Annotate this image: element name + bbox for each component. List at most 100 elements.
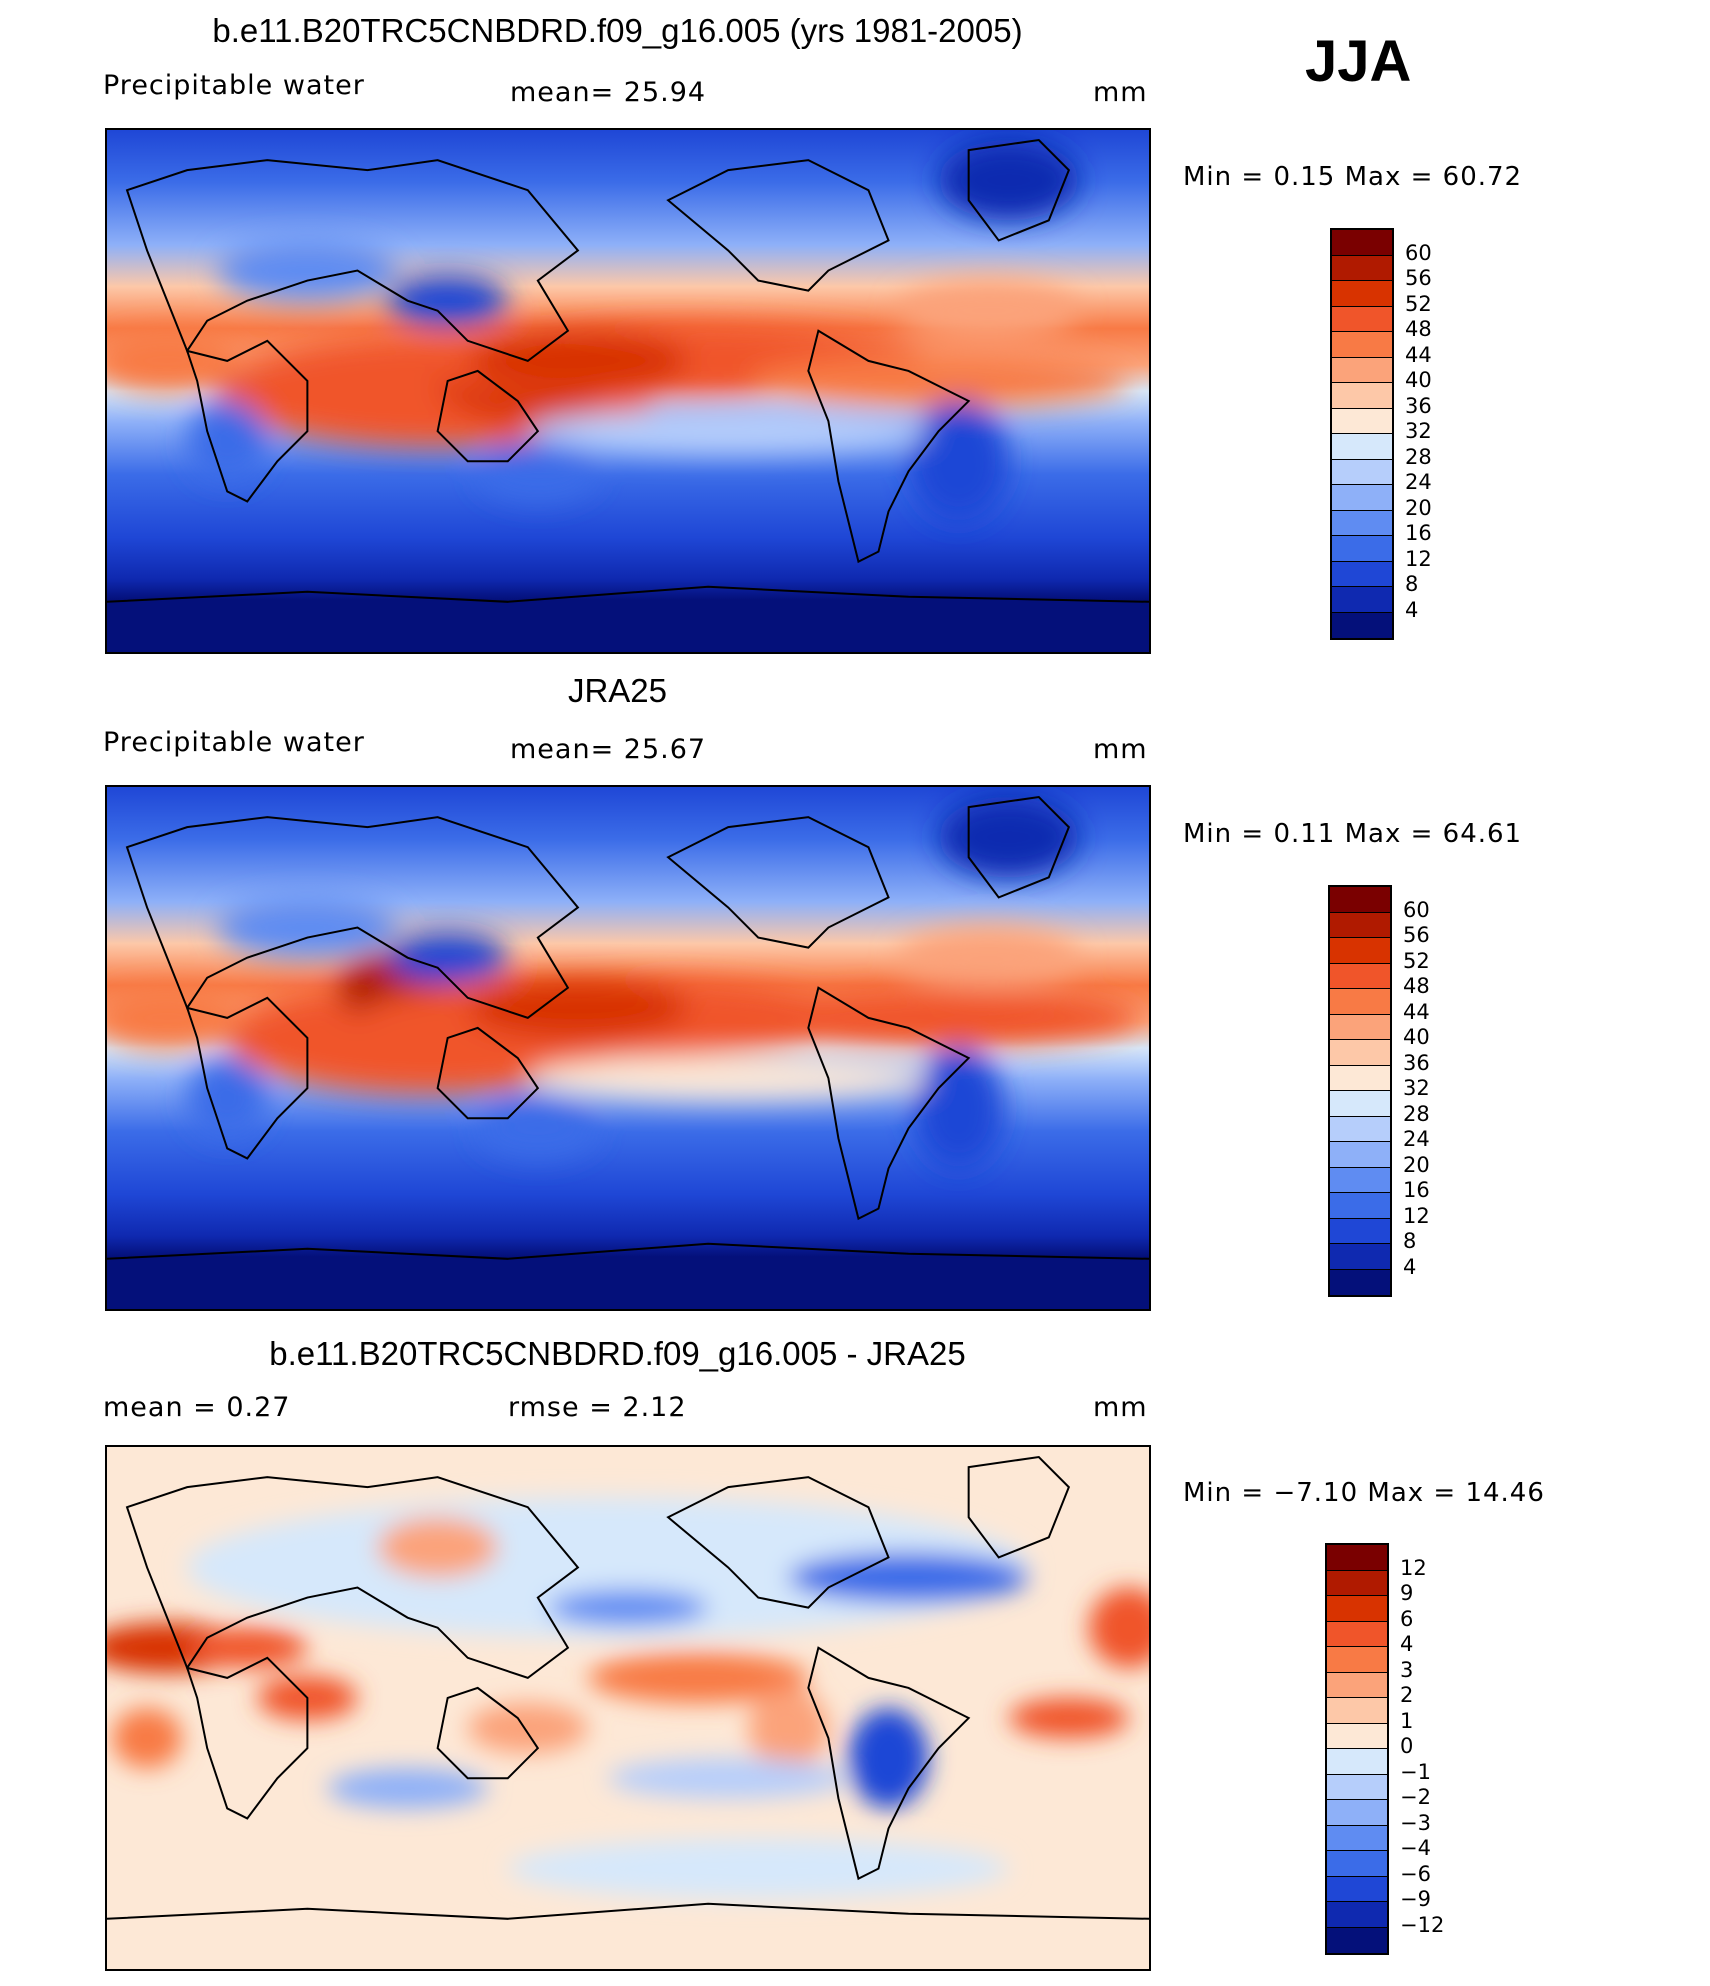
- panel3-mean-label: mean = 0.27: [103, 1392, 291, 1423]
- colorbar-segment: [1327, 1825, 1387, 1851]
- colorbar-tick-label: 56: [1405, 266, 1432, 290]
- colorbar-tick-label: 4: [1400, 1632, 1414, 1656]
- colorbar-segment: [1330, 912, 1390, 938]
- colorbar-tick-label: −3: [1400, 1810, 1431, 1835]
- panel2-title: JRA25: [567, 672, 668, 709]
- colorbar-tick-label: 12: [1403, 1203, 1430, 1228]
- colorbar-tick-label: 4: [1405, 597, 1419, 622]
- colorbar-segment: [1332, 281, 1392, 307]
- panel2-map: [105, 785, 1151, 1311]
- panel1-mean-label: mean= 25.94: [510, 77, 707, 108]
- colorbar-tick-label: 6: [1400, 1606, 1414, 1631]
- colorbar-segment: [1327, 1570, 1387, 1596]
- colorbar-tick-label: 44: [1405, 342, 1432, 367]
- colorbar-segment: [1332, 485, 1392, 511]
- colorbar-tick-label: 2: [1400, 1683, 1414, 1707]
- colorbar-segment: [1327, 1723, 1387, 1749]
- colorbar-tick-label: 40: [1405, 368, 1432, 392]
- colorbar-tick-label: 56: [1403, 923, 1430, 947]
- colorbar-tick-label: 3: [1400, 1657, 1414, 1682]
- panel2-units-label: mm: [1093, 734, 1148, 765]
- colorbar-segment: [1330, 887, 1390, 913]
- colorbar-segment: [1332, 612, 1392, 638]
- colorbar-segment: [1327, 1876, 1387, 1902]
- colorbar-segment: [1330, 938, 1390, 964]
- colorbar-tick-label: 40: [1403, 1025, 1430, 1049]
- colorbar-segment: [1332, 306, 1392, 332]
- colorbar-segment: [1332, 332, 1392, 358]
- colorbar-tick-label: 36: [1405, 393, 1432, 418]
- colorbar-tick-label: −6: [1400, 1861, 1431, 1886]
- colorbar-segment: [1332, 230, 1392, 256]
- colorbar-segment: [1332, 255, 1392, 281]
- colorbar-segment: [1332, 434, 1392, 460]
- colorbar-tick-label: 9: [1400, 1581, 1414, 1605]
- colorbar-segment: [1332, 561, 1392, 587]
- colorbar-tick-label: 48: [1405, 317, 1432, 341]
- panel3-units-label: mm: [1093, 1392, 1148, 1423]
- colorbar-tick-label: −4: [1400, 1836, 1431, 1860]
- panel1-colorbar: [1330, 228, 1394, 640]
- colorbar-segment: [1330, 1091, 1390, 1117]
- colorbar-tick-label: 1: [1400, 1708, 1414, 1733]
- panel3-minmax: Min = −7.10 Max = 14.46: [1183, 1478, 1545, 1508]
- colorbar-segment: [1330, 1065, 1390, 1091]
- panel1-contour-map: [107, 130, 1149, 652]
- colorbar-segment: [1332, 408, 1392, 434]
- colorbar-segment: [1332, 587, 1392, 613]
- colorbar-segment: [1330, 1244, 1390, 1270]
- colorbar-segment: [1332, 459, 1392, 485]
- panel1-title: b.e11.B20TRC5CNBDRD.f09_g16.005 (yrs 198…: [212, 12, 1023, 49]
- colorbar-segment: [1327, 1647, 1387, 1673]
- colorbar-segment: [1327, 1545, 1387, 1571]
- colorbar-tick-label: 48: [1403, 974, 1430, 998]
- colorbar-tick-label: 24: [1403, 1127, 1430, 1151]
- colorbar-segment: [1332, 383, 1392, 409]
- panel1-minmax: Min = 0.15 Max = 60.72: [1183, 162, 1523, 192]
- colorbar-tick-label: 60: [1405, 240, 1432, 265]
- colorbar-segment: [1327, 1596, 1387, 1622]
- colorbar-segment: [1327, 1672, 1387, 1698]
- colorbar-tick-label: 0: [1400, 1734, 1414, 1758]
- colorbar-segment: [1327, 1774, 1387, 1800]
- panel2-minmax: Min = 0.11 Max = 64.61: [1183, 819, 1523, 849]
- colorbar-segment: [1327, 1902, 1387, 1928]
- colorbar-tick-label: 4: [1403, 1254, 1417, 1279]
- colorbar-tick-label: 16: [1405, 521, 1432, 545]
- colorbar-tick-label: −2: [1400, 1785, 1431, 1809]
- colorbar-segment: [1332, 536, 1392, 562]
- colorbar-tick-label: 8: [1403, 1229, 1417, 1253]
- colorbar-tick-label: 60: [1403, 897, 1430, 922]
- colorbar-tick-label: 28: [1405, 444, 1432, 469]
- colorbar-segment: [1327, 1851, 1387, 1877]
- colorbar-segment: [1327, 1621, 1387, 1647]
- colorbar-tick-label: −12: [1400, 1912, 1445, 1937]
- colorbar-tick-label: 52: [1405, 291, 1432, 316]
- panel3-map: [105, 1445, 1151, 1971]
- panel1-variable-label: Precipitable water: [103, 70, 365, 101]
- panel3-colorbar: [1325, 1543, 1389, 1955]
- colorbar-segment: [1330, 1167, 1390, 1193]
- panel2-colorbar: [1328, 885, 1392, 1297]
- colorbar-segment: [1330, 1040, 1390, 1066]
- colorbar-segment: [1327, 1800, 1387, 1826]
- colorbar-tick-label: 52: [1403, 948, 1430, 973]
- colorbar-segment: [1327, 1927, 1387, 1953]
- colorbar-tick-label: 20: [1403, 1152, 1430, 1177]
- panel2-mean-label: mean= 25.67: [510, 734, 707, 765]
- colorbar-segment: [1330, 989, 1390, 1015]
- panel1-map: [105, 128, 1151, 654]
- panel3-rmse-label: rmse = 2.12: [508, 1392, 687, 1423]
- colorbar-segment: [1330, 1269, 1390, 1295]
- panel3-contour-map: [107, 1447, 1149, 1969]
- colorbar-segment: [1330, 1193, 1390, 1219]
- panel2-contour-map: [107, 787, 1149, 1309]
- colorbar-segment: [1330, 1218, 1390, 1244]
- colorbar-tick-label: 32: [1403, 1076, 1430, 1100]
- panel2-variable-label: Precipitable water: [103, 727, 365, 758]
- colorbar-segment: [1327, 1698, 1387, 1724]
- colorbar-tick-label: 12: [1400, 1555, 1427, 1580]
- colorbar-segment: [1330, 1116, 1390, 1142]
- colorbar-tick-label: 44: [1403, 999, 1430, 1024]
- colorbar-segment: [1332, 510, 1392, 536]
